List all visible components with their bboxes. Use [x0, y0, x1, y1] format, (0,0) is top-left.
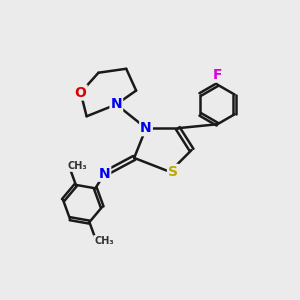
Text: S: S — [168, 165, 178, 179]
Text: CH₃: CH₃ — [68, 161, 87, 171]
Text: N: N — [140, 121, 152, 135]
Text: F: F — [213, 68, 222, 82]
Text: O: O — [75, 85, 87, 100]
Text: N: N — [99, 167, 110, 181]
Text: N: N — [110, 98, 122, 111]
Text: CH₃: CH₃ — [94, 236, 114, 246]
